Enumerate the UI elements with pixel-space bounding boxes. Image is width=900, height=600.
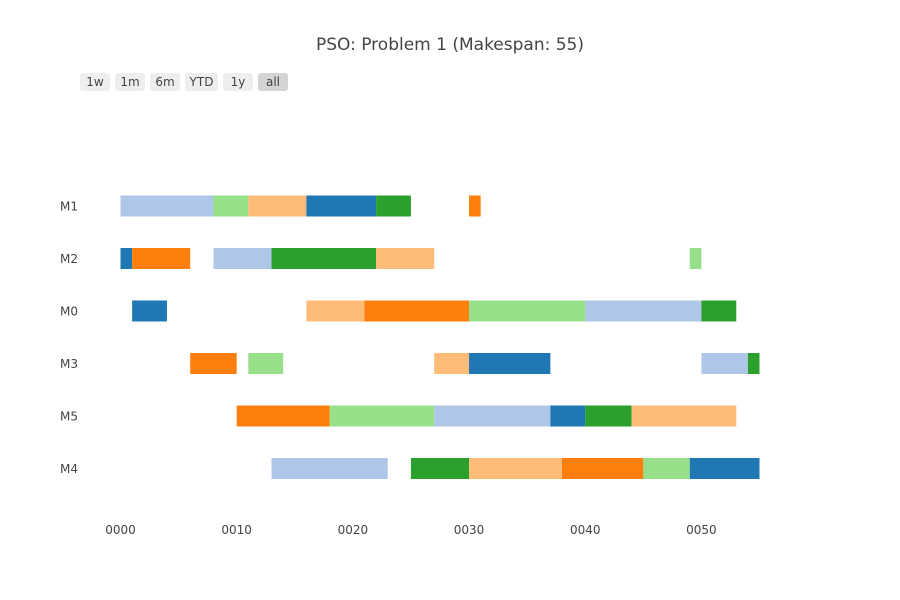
task-bar[interactable] xyxy=(631,405,737,427)
task-bar[interactable] xyxy=(120,248,133,269)
x-tick-label: 0020 xyxy=(338,523,369,537)
task-bar[interactable] xyxy=(410,458,470,479)
task-bar[interactable] xyxy=(213,195,249,217)
task-bar[interactable] xyxy=(550,405,586,427)
task-bar[interactable] xyxy=(132,248,191,269)
y-tick-label: M4 xyxy=(60,462,78,476)
task-bar[interactable] xyxy=(329,405,435,427)
task-bar[interactable] xyxy=(190,353,237,374)
task-bar[interactable] xyxy=(213,248,272,269)
x-tick-label: 0010 xyxy=(221,523,252,537)
task-bar[interactable] xyxy=(271,458,388,479)
task-bar[interactable] xyxy=(364,300,470,322)
task-bar[interactable] xyxy=(643,458,690,479)
task-bar[interactable] xyxy=(376,248,435,269)
task-bar[interactable] xyxy=(469,353,551,374)
task-bar[interactable] xyxy=(120,195,214,217)
task-bar[interactable] xyxy=(434,405,551,427)
y-tick-label: M2 xyxy=(60,252,78,266)
range-button-1y[interactable]: 1y xyxy=(223,73,253,91)
y-tick-label: M3 xyxy=(60,357,78,371)
task-bar[interactable] xyxy=(585,405,632,427)
range-button-label: 6m xyxy=(155,75,174,89)
task-bar[interactable] xyxy=(236,405,330,427)
range-button-all[interactable]: all xyxy=(258,73,288,91)
task-bar[interactable] xyxy=(306,195,377,217)
chart-title: PSO: Problem 1 (Makespan: 55) xyxy=(316,35,584,55)
task-bar[interactable] xyxy=(701,300,737,322)
task-bar[interactable] xyxy=(469,300,586,322)
task-bar[interactable] xyxy=(376,195,411,217)
task-bar[interactable] xyxy=(132,300,167,322)
task-bar[interactable] xyxy=(469,195,481,217)
y-axis-ticks: M1 M2 M0 M3 M5 M4 xyxy=(60,200,78,477)
bars-layer xyxy=(120,195,760,479)
x-tick-label: 0030 xyxy=(454,523,485,537)
range-button-1m[interactable]: 1m xyxy=(115,73,145,91)
range-button-6m[interactable]: 6m xyxy=(150,73,180,91)
range-button-label: 1y xyxy=(231,75,246,89)
range-button-label: YTD xyxy=(189,75,214,89)
y-tick-label: M0 xyxy=(60,305,78,319)
task-bar[interactable] xyxy=(306,300,365,322)
y-tick-label: M1 xyxy=(60,200,78,214)
y-tick-label: M5 xyxy=(60,410,78,424)
range-selector: 1w 1m 6m YTD 1y all xyxy=(80,73,288,91)
x-tick-label: 0040 xyxy=(570,523,601,537)
x-tick-label: 0050 xyxy=(686,523,717,537)
task-bar[interactable] xyxy=(248,353,284,374)
range-button-ytd[interactable]: YTD xyxy=(185,73,218,91)
task-bar[interactable] xyxy=(689,248,702,269)
task-bar[interactable] xyxy=(561,458,644,479)
task-bar[interactable] xyxy=(271,248,377,269)
range-button-label: 1m xyxy=(120,75,139,89)
task-bar[interactable] xyxy=(434,353,470,374)
range-button-1w[interactable]: 1w xyxy=(80,73,110,91)
task-bar[interactable] xyxy=(747,353,760,374)
x-tick-label: 0000 xyxy=(105,523,136,537)
range-button-label: 1w xyxy=(86,75,104,89)
task-bar[interactable] xyxy=(469,458,562,479)
task-bar[interactable] xyxy=(689,458,760,479)
range-button-label: all xyxy=(266,75,280,89)
task-bar[interactable] xyxy=(248,195,307,217)
task-bar[interactable] xyxy=(585,300,702,322)
task-bar[interactable] xyxy=(701,353,748,374)
x-axis-ticks: 0000 0010 0020 0030 0040 0050 xyxy=(105,523,716,537)
